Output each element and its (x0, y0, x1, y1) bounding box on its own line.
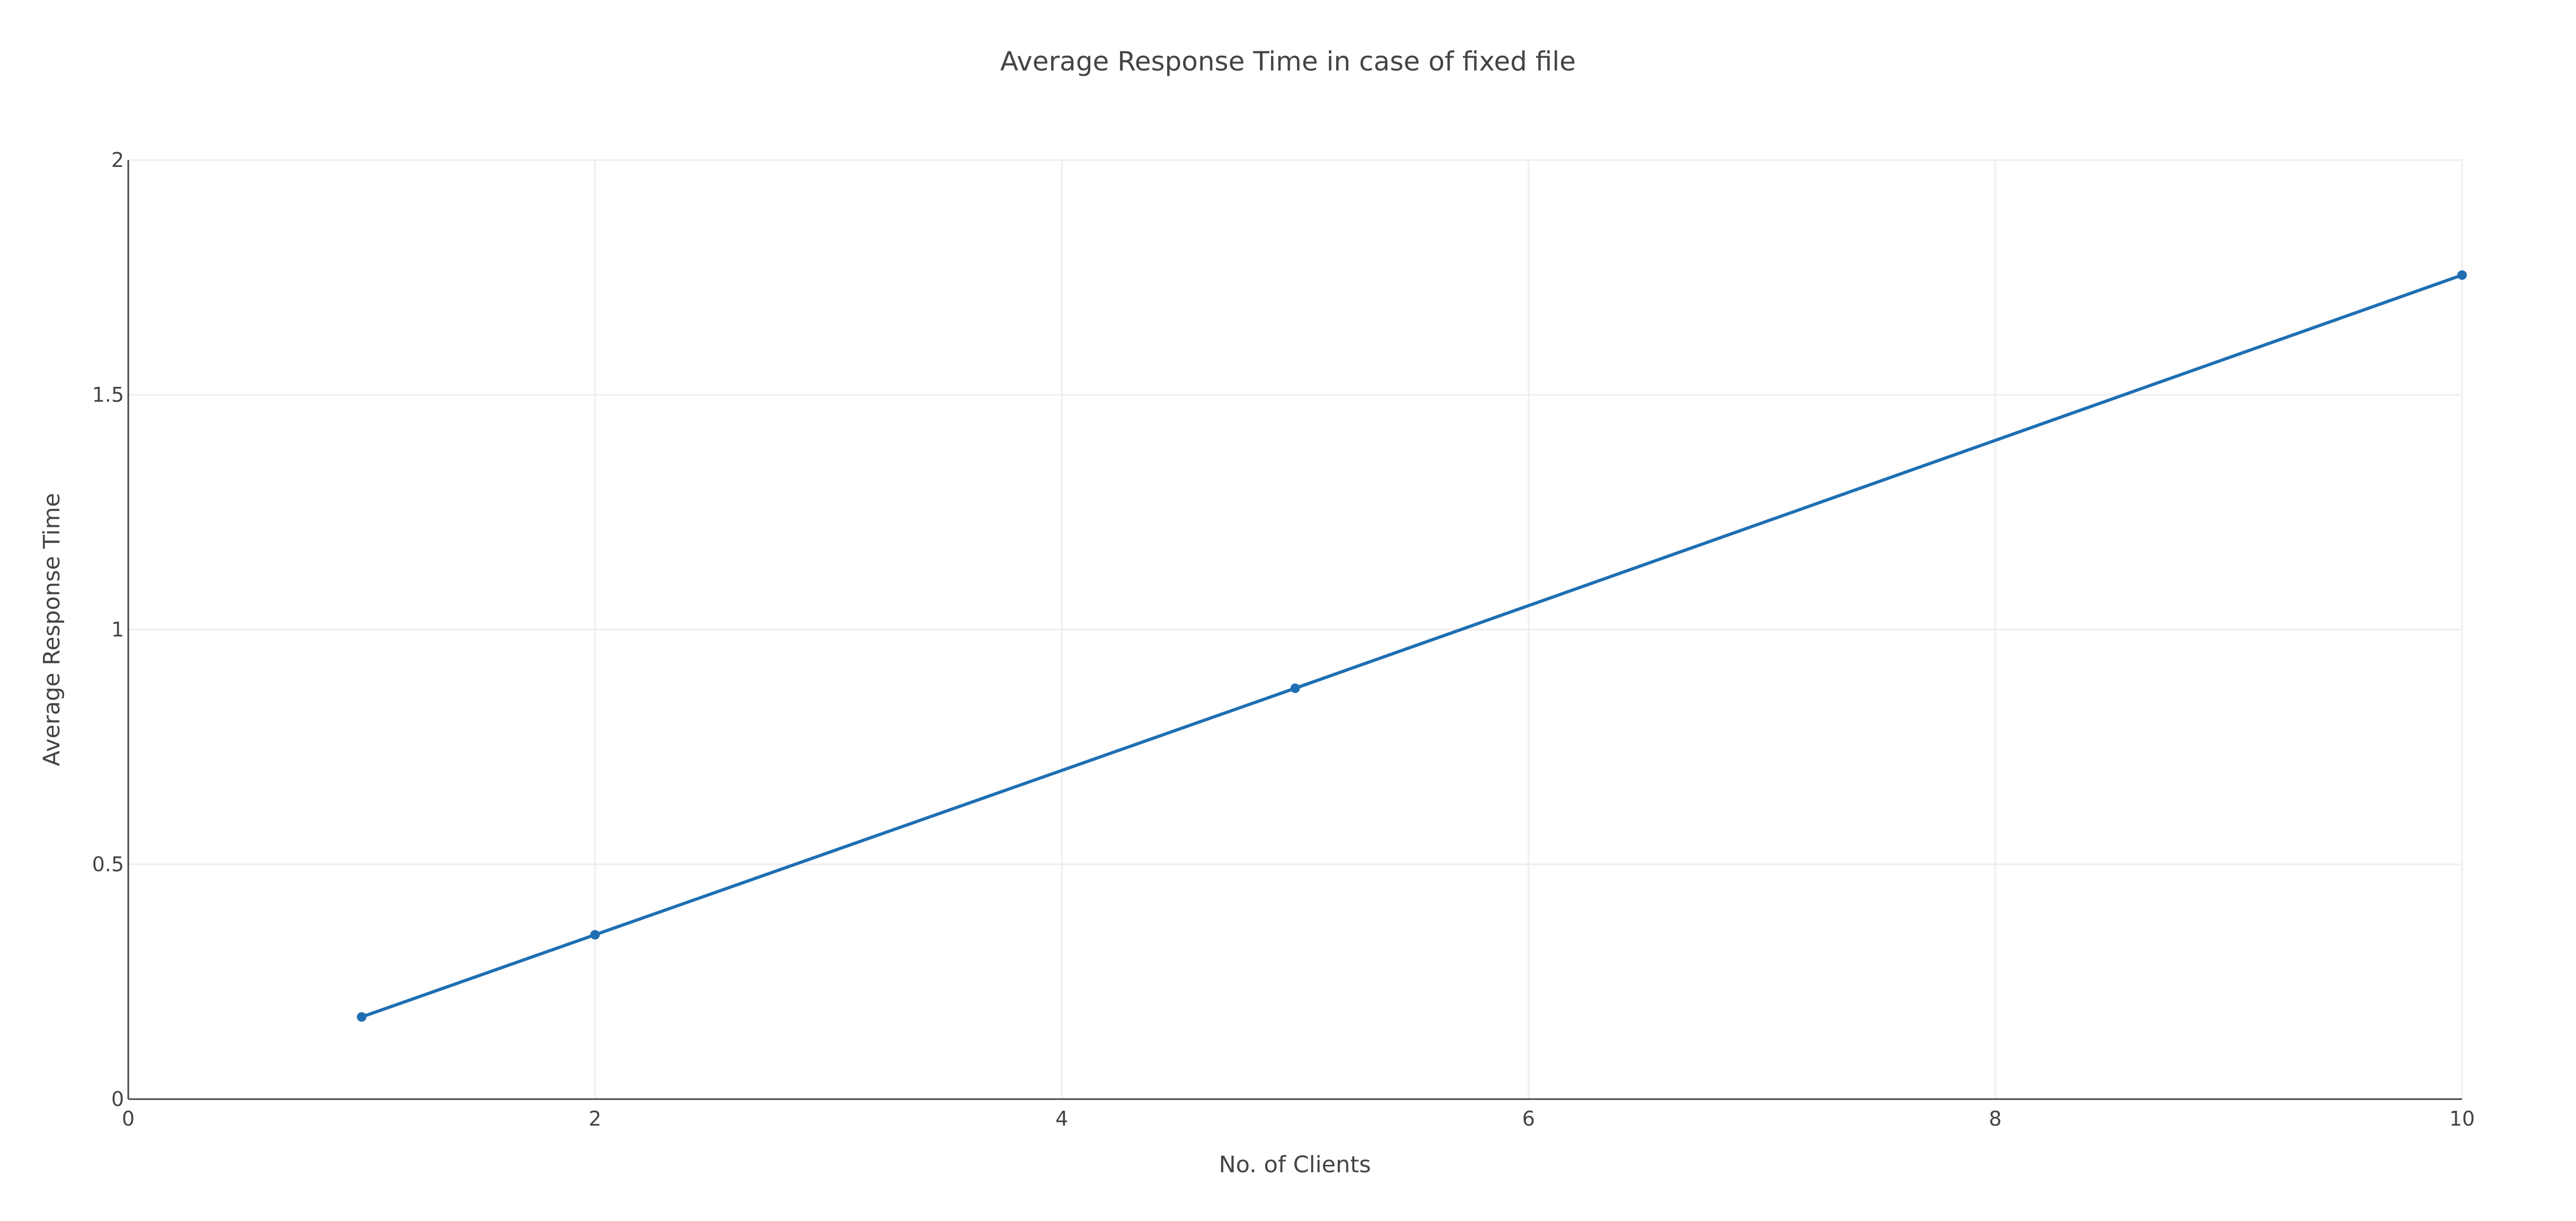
x-tick-label: 6 (1522, 1107, 1535, 1130)
x-tick-label: 4 (1055, 1107, 1068, 1130)
series-layer (357, 270, 2467, 1022)
series-point (1290, 683, 1300, 693)
y-tick-label: 1.5 (92, 383, 124, 406)
grid-layer (128, 159, 2463, 1099)
axis-layer (127, 160, 2462, 1100)
x-tick-label: 2 (589, 1107, 602, 1130)
x-axis-title: No. of Clients (1219, 1152, 1371, 1178)
x-tick-label: 8 (1989, 1107, 2001, 1130)
x-tick-label: 0 (122, 1107, 135, 1130)
y-tick-label: 0 (111, 1087, 124, 1111)
series-point (2457, 270, 2467, 280)
series-point (357, 1012, 367, 1022)
chart-title: Average Response Time in case of fixed f… (1000, 46, 1576, 77)
y-axis-title: Average Response Time (39, 493, 65, 766)
y-tick-label: 1 (111, 618, 124, 641)
tick-label-layer: 0 2 4 6 8 10 0 0.5 1 1.5 2 (92, 148, 2475, 1130)
series-point (590, 930, 600, 940)
y-tick-label: 2 (111, 148, 124, 172)
y-tick-label: 0.5 (92, 853, 124, 876)
series-line (360, 273, 2464, 1019)
x-tick-label: 10 (2449, 1107, 2475, 1130)
